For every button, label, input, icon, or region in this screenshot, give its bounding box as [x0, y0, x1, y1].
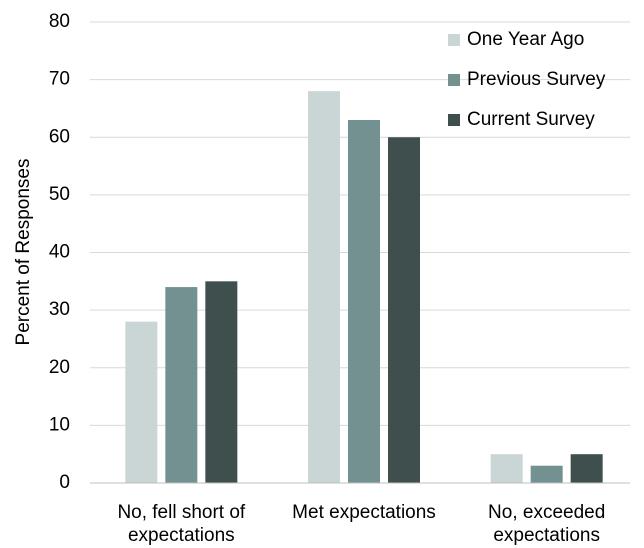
x-tick-label: Met expectations — [292, 502, 436, 523]
y-tick-label: 20 — [49, 357, 70, 378]
y-tick-label: 50 — [49, 184, 70, 205]
legend-label: Current Survey — [467, 109, 595, 130]
y-tick-label: 10 — [49, 414, 70, 435]
bar — [125, 321, 158, 483]
y-tick-label: 40 — [49, 242, 70, 263]
y-axis-label: Percent of Responses — [13, 159, 34, 346]
bar — [530, 465, 563, 483]
bar — [348, 119, 380, 484]
legend-label: One Year Ago — [467, 29, 584, 50]
bar — [490, 454, 523, 483]
legend-label: Previous Survey — [467, 69, 606, 90]
y-tick-label: 80 — [49, 11, 70, 32]
bar — [570, 454, 603, 483]
legend-swatch — [448, 34, 460, 46]
y-tick-label: 60 — [49, 126, 70, 147]
legend-swatch — [448, 114, 460, 126]
bar — [388, 137, 420, 483]
bar — [165, 287, 198, 483]
x-tick-label: No, exceeded expectations — [488, 502, 605, 546]
x-tick-label: No, fell short of expectations — [117, 502, 245, 546]
bar — [308, 91, 340, 484]
legend-swatch — [448, 74, 460, 86]
y-tick-label: 30 — [49, 299, 70, 320]
y-tick-label: 70 — [49, 69, 70, 90]
y-tick-label: 0 — [59, 472, 70, 493]
bar — [205, 281, 238, 483]
